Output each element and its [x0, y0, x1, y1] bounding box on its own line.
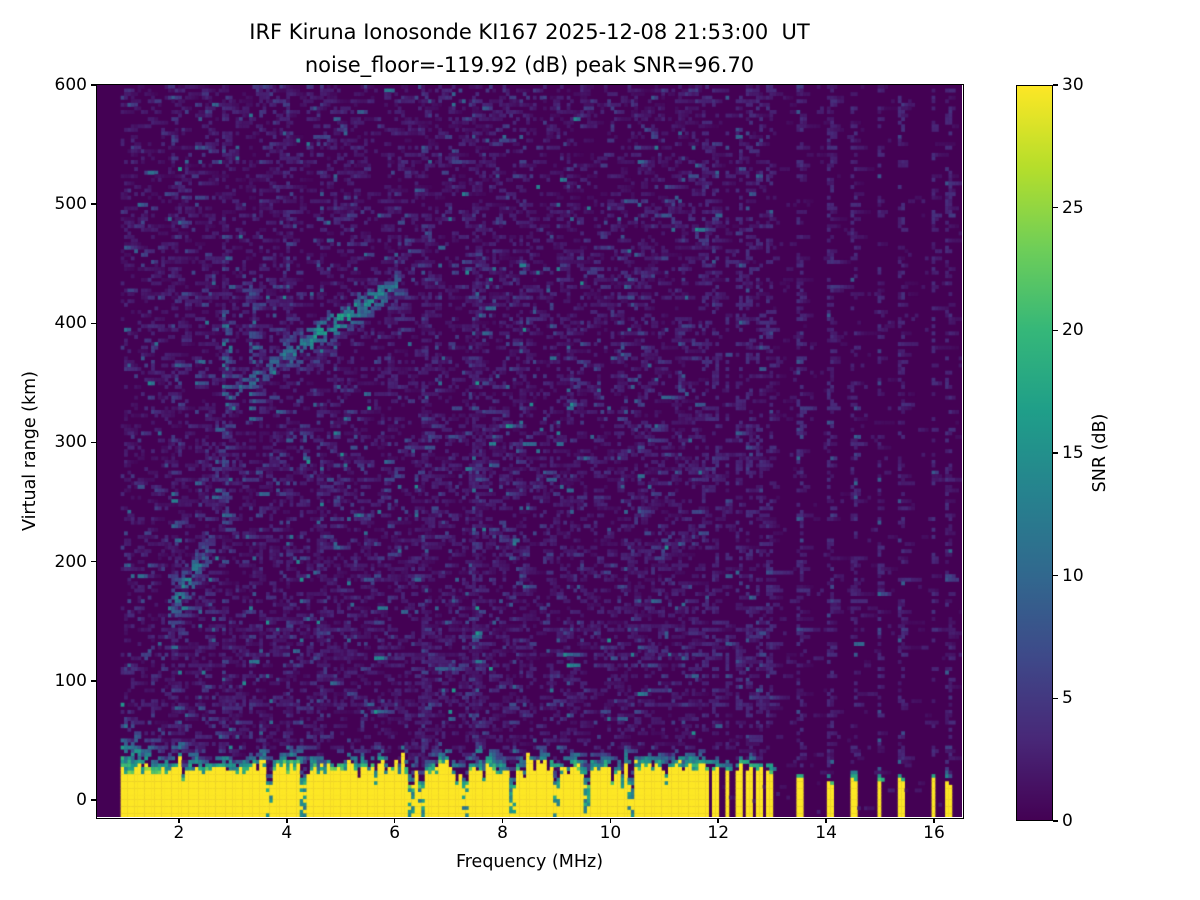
x-tick-label: 8 — [497, 823, 508, 843]
x-tick-mark — [825, 818, 827, 823]
y-tick-mark — [91, 680, 96, 682]
colorbar — [1016, 85, 1053, 821]
colorbar-tick-label: 15 — [1062, 443, 1084, 463]
x-tick-label: 14 — [815, 823, 837, 843]
y-tick-mark — [91, 84, 96, 86]
x-tick-label: 6 — [389, 823, 401, 843]
x-tick-label: 4 — [281, 823, 293, 843]
y-tick-mark — [91, 560, 96, 563]
y-tick-mark — [91, 799, 96, 801]
colorbar-tick-mark — [1053, 452, 1058, 454]
colorbar-tick-mark — [1053, 206, 1058, 209]
y-tick-label: 0 — [76, 789, 87, 810]
x-tick-mark — [717, 818, 719, 823]
x-tick-label: 2 — [173, 823, 185, 843]
x-tick-mark — [933, 818, 935, 823]
colorbar-tick-label: 0 — [1062, 811, 1073, 831]
y-tick-mark — [91, 441, 96, 444]
colorbar-tick-mark — [1053, 820, 1058, 822]
colorbar-label: SNR (dB) — [1090, 413, 1110, 493]
x-tick-label: 16 — [923, 823, 945, 843]
y-tick-mark — [91, 322, 96, 325]
y-tick-mark — [91, 203, 96, 205]
colorbar-tick-mark — [1053, 329, 1058, 332]
colorbar-tick-mark — [1053, 84, 1058, 86]
colorbar-tick-label: 30 — [1062, 75, 1084, 95]
x-tick-label: 12 — [707, 823, 730, 843]
x-tick-mark — [286, 818, 288, 823]
y-tick-label: 100 — [54, 670, 87, 691]
y-tick-label: 300 — [54, 432, 87, 453]
colorbar-tick-mark — [1053, 574, 1058, 577]
y-tick-label: 600 — [54, 75, 87, 95]
colorbar-tick-label: 5 — [1062, 688, 1073, 709]
plot-subtitle: noise_floor=-119.92 (dB) peak SNR=96.70 — [304, 53, 755, 77]
x-tick-mark — [609, 818, 612, 823]
plot-title: IRF Kiruna Ionosonde KI167 2025-12-08 21… — [249, 20, 810, 44]
x-tick-label: 10 — [599, 823, 622, 843]
colorbar-tick-label: 25 — [1062, 197, 1084, 218]
x-tick-mark — [501, 818, 504, 823]
x-tick-mark — [393, 818, 396, 823]
y-tick-label: 500 — [54, 194, 87, 215]
colorbar-tick-label: 10 — [1062, 565, 1084, 586]
colorbar-tick-label: 20 — [1062, 320, 1084, 341]
x-tick-mark — [178, 818, 180, 823]
colorbar-tick-mark — [1053, 697, 1058, 700]
x-axis-label: Frequency (MHz) — [455, 852, 604, 872]
y-tick-label: 400 — [54, 313, 87, 334]
y-tick-label: 200 — [54, 551, 87, 572]
ionogram-heatmap — [97, 85, 962, 817]
